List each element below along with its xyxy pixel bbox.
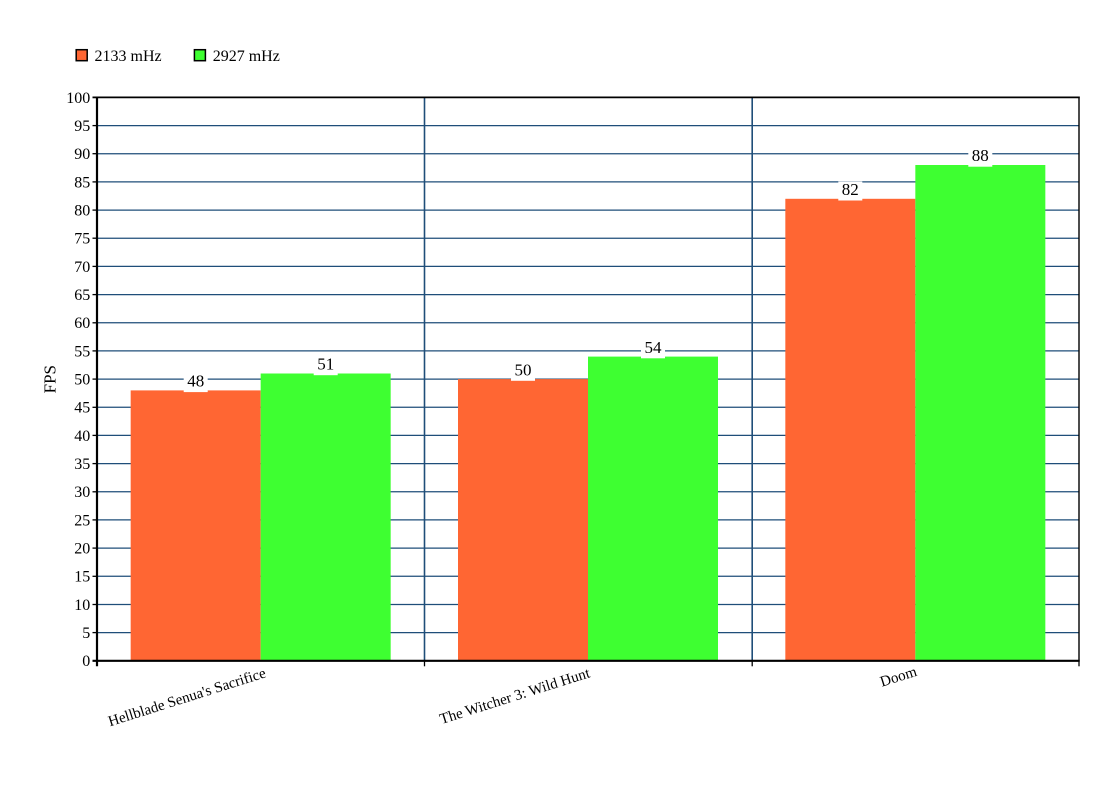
svg-text:30: 30 (74, 484, 90, 501)
svg-text:55: 55 (74, 343, 90, 360)
svg-text:10: 10 (74, 597, 90, 614)
svg-text:51: 51 (317, 355, 334, 374)
svg-text:54: 54 (645, 338, 663, 357)
svg-text:48: 48 (187, 372, 204, 391)
svg-text:20: 20 (74, 541, 90, 558)
svg-text:60: 60 (74, 315, 90, 332)
svg-text:95: 95 (74, 118, 90, 135)
svg-text:90: 90 (74, 146, 90, 163)
svg-text:FPS: FPS (41, 365, 60, 393)
svg-text:2133 mHz: 2133 mHz (95, 48, 162, 65)
svg-text:82: 82 (842, 180, 859, 199)
svg-text:50: 50 (515, 360, 532, 379)
svg-text:65: 65 (74, 287, 90, 304)
svg-text:100: 100 (66, 90, 90, 107)
svg-text:85: 85 (74, 174, 90, 191)
svg-text:80: 80 (74, 203, 90, 220)
svg-text:35: 35 (74, 456, 90, 473)
svg-text:40: 40 (74, 428, 90, 445)
svg-text:45: 45 (74, 400, 90, 417)
svg-text:15: 15 (74, 569, 90, 586)
svg-text:50: 50 (74, 372, 90, 389)
svg-text:70: 70 (74, 259, 90, 276)
svg-text:88: 88 (972, 146, 989, 165)
svg-text:2927 mHz: 2927 mHz (213, 48, 280, 65)
svg-text:5: 5 (82, 625, 90, 642)
svg-text:75: 75 (74, 231, 90, 248)
svg-text:25: 25 (74, 512, 90, 529)
svg-text:0: 0 (82, 653, 90, 670)
